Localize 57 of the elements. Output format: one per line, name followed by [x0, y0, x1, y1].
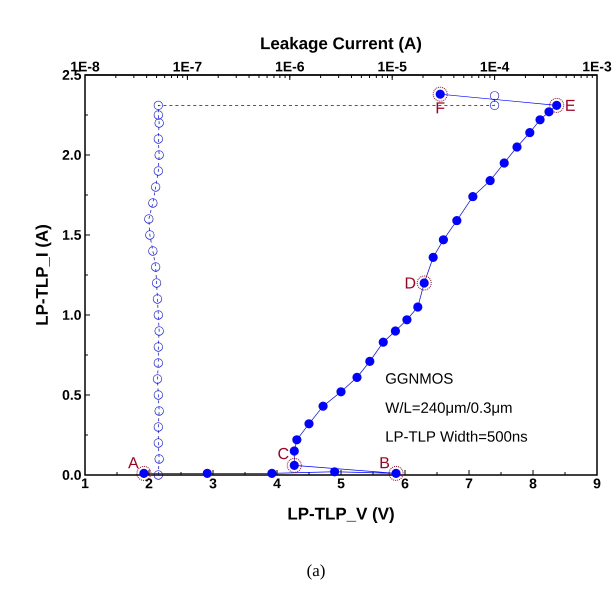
- x2-tick-label: 1E-4: [480, 62, 510, 72]
- annotation: LP-TLP Width=500ns: [386, 430, 528, 442]
- point: [544, 107, 554, 116]
- point: [378, 338, 388, 347]
- point: [330, 467, 340, 476]
- point: [468, 192, 478, 202]
- y-tick-label: 2.0: [62, 150, 81, 160]
- x-tick-label: 9: [594, 478, 600, 488]
- x-tick-label: 2: [146, 478, 152, 488]
- annotation: W/L=240μm/0.3μm: [385, 402, 512, 416]
- point: [336, 387, 346, 396]
- x-tick-label: 5: [338, 478, 345, 488]
- annotation: D: [406, 278, 416, 288]
- x2-tick-label: 1E-6: [276, 62, 304, 72]
- point: [512, 142, 522, 152]
- point: [318, 402, 328, 411]
- point: [486, 176, 495, 186]
- y-tick-label: 0.0: [62, 470, 81, 480]
- x2-axis-title: Leakage Current (A): [261, 36, 422, 53]
- x2-tick-label: 1E-3: [583, 62, 612, 72]
- point: [402, 315, 412, 324]
- x-tick-label: 7: [466, 478, 472, 488]
- y-tick-label: 0.5: [62, 390, 82, 400]
- annotation: GGNMOS: [386, 373, 453, 384]
- x-tick-label: 4: [273, 478, 281, 488]
- x-tick-label: 6: [402, 478, 408, 488]
- point: [290, 446, 299, 456]
- x2-tick-label: 1E-7: [174, 62, 202, 72]
- x-tick-label: 1: [82, 478, 89, 488]
- annotation: F: [436, 102, 444, 114]
- annotation: B: [380, 457, 390, 468]
- annotation: C: [278, 448, 288, 460]
- point: [352, 372, 362, 382]
- point: [292, 435, 302, 444]
- x2-tick-label: 1E-5: [378, 62, 407, 72]
- text: (a): [307, 564, 325, 580]
- x-tick-label: 3: [209, 478, 216, 488]
- x2-tick-label: 1E-8: [71, 62, 100, 72]
- point: [525, 128, 534, 138]
- annotation: A: [128, 457, 139, 468]
- point: [267, 468, 276, 478]
- point: [390, 326, 400, 336]
- x-axis-title: LP-TLP_V (V): [288, 507, 394, 523]
- point: [428, 252, 438, 262]
- y-tick-label: 1.5: [62, 230, 82, 240]
- point: [202, 468, 212, 478]
- point: [452, 216, 462, 226]
- point: [304, 419, 314, 428]
- y-axis-title: LP-TLP_I (A): [35, 225, 52, 325]
- point: [500, 158, 509, 168]
- y-tick-label: 1.0: [62, 310, 81, 320]
- x-tick-label: 8: [530, 478, 536, 488]
- point: [413, 302, 422, 312]
- point: [365, 356, 374, 366]
- point: [438, 235, 448, 244]
- point: [535, 115, 545, 124]
- annotation: E: [566, 100, 575, 111]
